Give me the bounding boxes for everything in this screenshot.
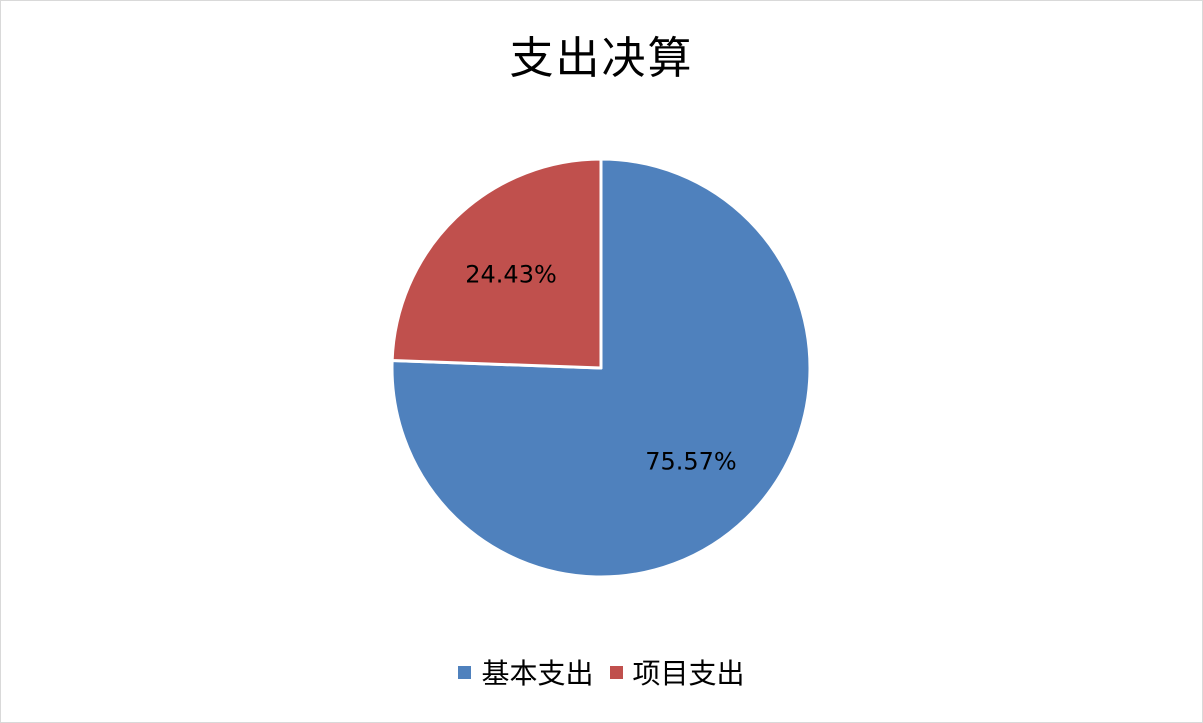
pie-slice-basic-expenditure (390, 157, 812, 579)
legend-label-basic-expenditure: 基本支出 (481, 657, 594, 690)
legend-item-basic-expenditure: 基本支出 (458, 652, 594, 692)
legend-swatch-project-expenditure (609, 665, 623, 679)
data-label-project-expenditure: 24.43% (465, 261, 557, 289)
data-label-basic-expenditure: 75.57% (645, 447, 737, 475)
legend-label-project-expenditure: 项目支出 (632, 657, 745, 690)
pie-slice-project-expenditure (390, 157, 603, 370)
chart-title: 支出决算 (509, 33, 694, 84)
legend-swatch-basic-expenditure (458, 665, 472, 679)
legend-item-project-expenditure: 项目支出 (609, 652, 745, 692)
legend: 基本支出 项目支出 (0, 652, 1203, 692)
